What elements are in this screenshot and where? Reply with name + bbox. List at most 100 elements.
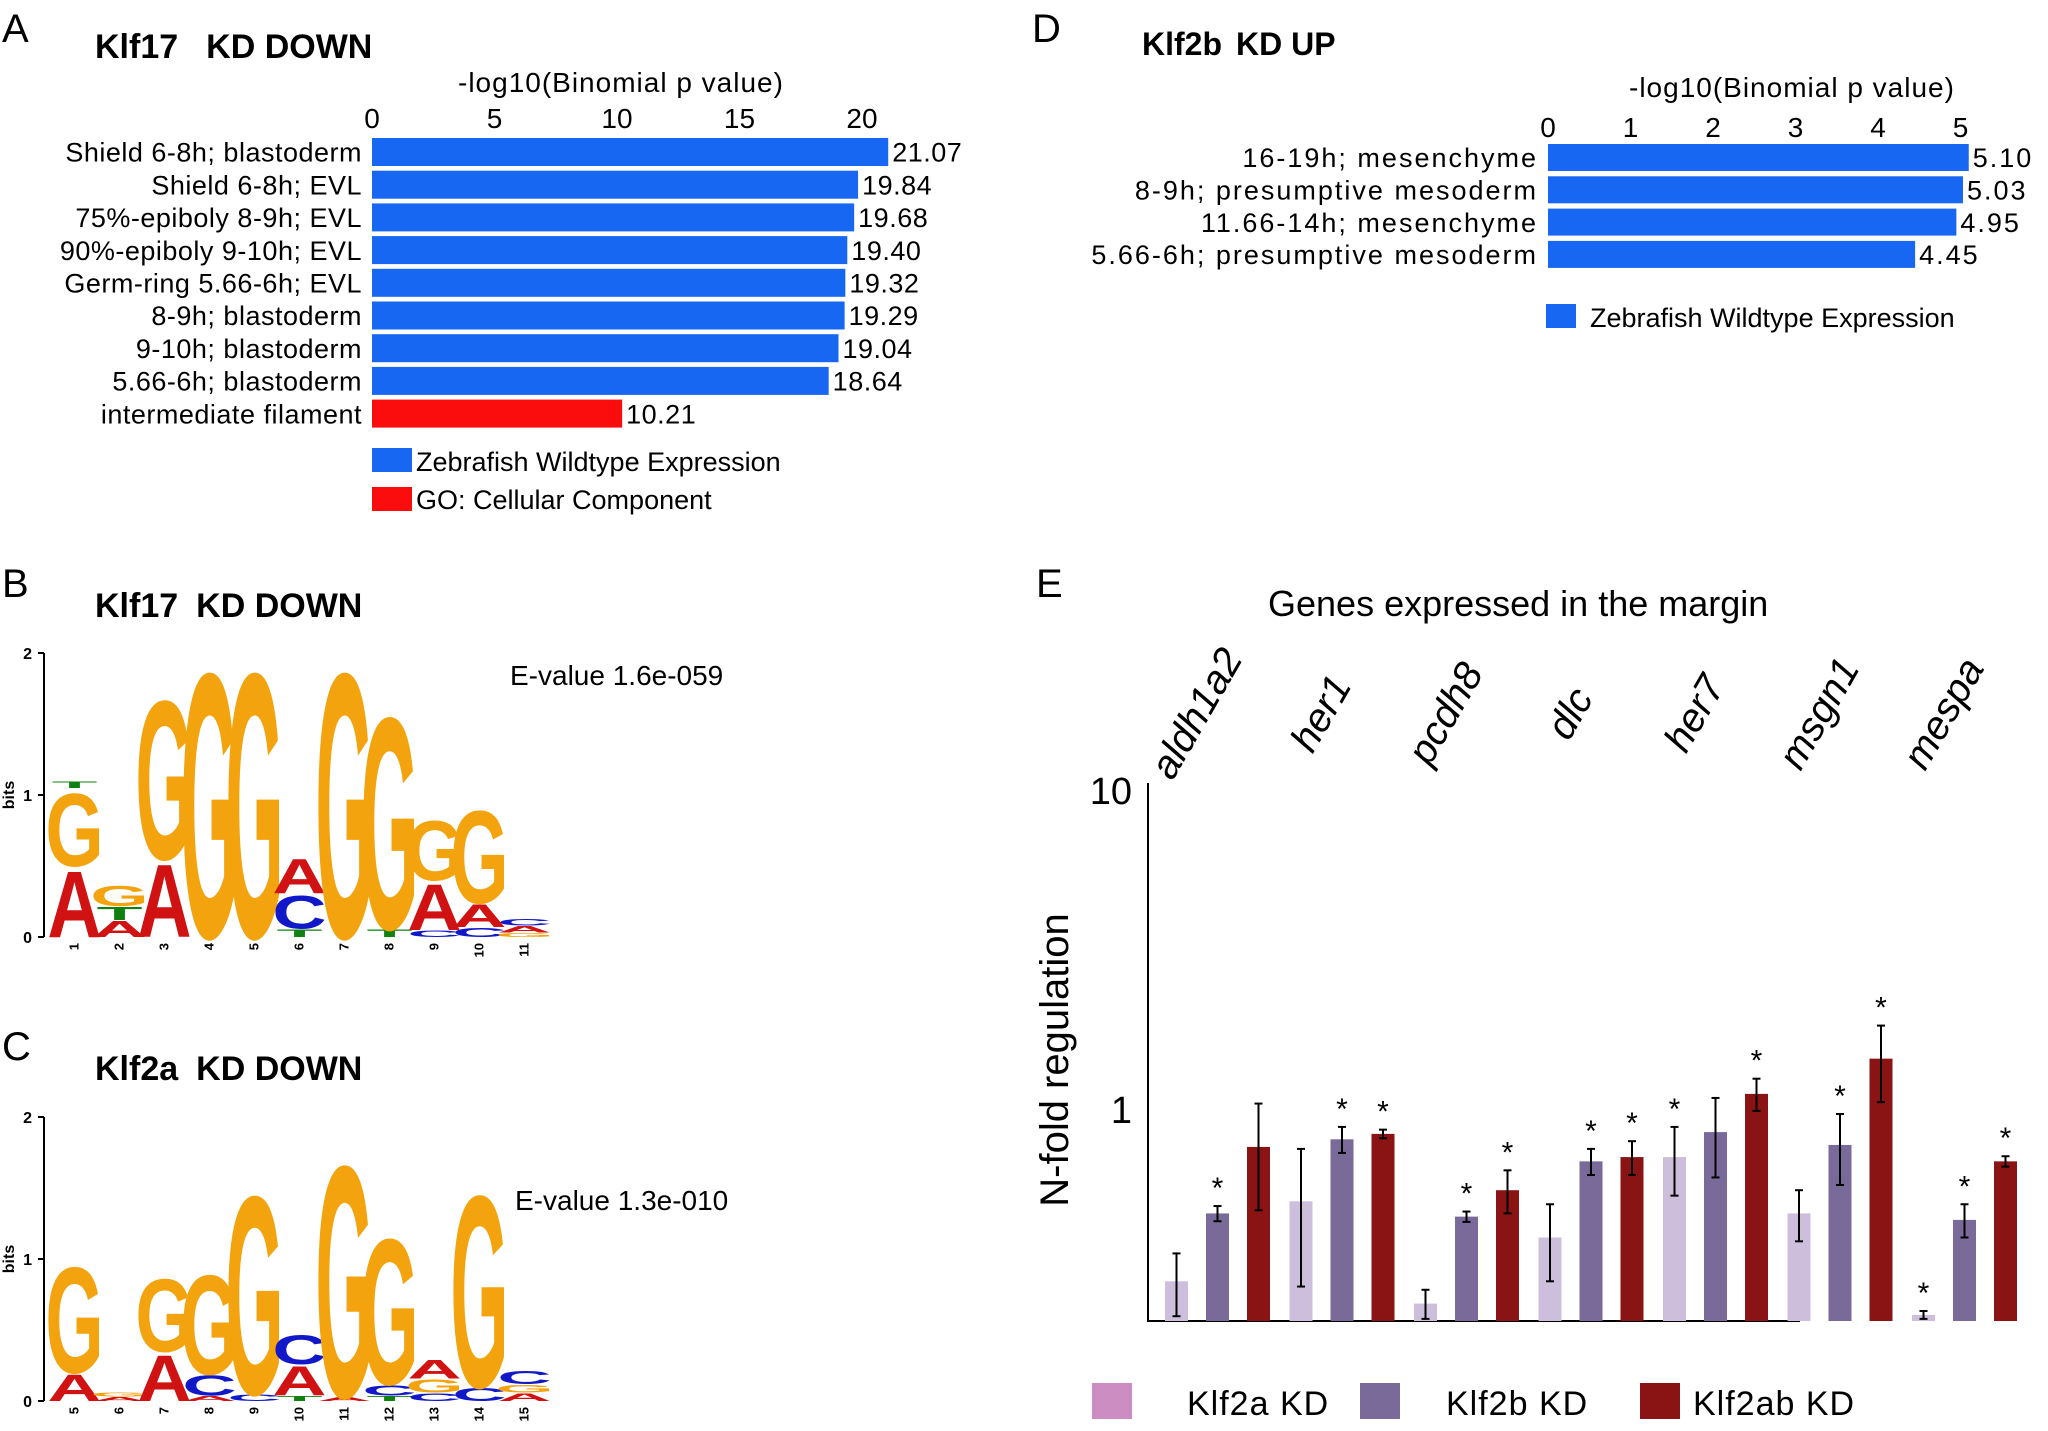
panel-c-title-gene: Klf2a xyxy=(95,1050,179,1088)
category-label: pcdh8 xyxy=(1399,655,1492,773)
logo-letter: A xyxy=(407,870,461,944)
logo-position-label: 4 xyxy=(202,942,217,950)
significance-star: * xyxy=(1585,1115,1597,1148)
panel-d-legend-swatch-wt xyxy=(1546,304,1576,328)
panel-a-legend-label-wt: Zebrafish Wildtype Expression xyxy=(416,447,781,477)
logo-position-label: 12 xyxy=(382,1407,397,1421)
value-label: 4.95 xyxy=(1960,208,2021,238)
logo-letter: T xyxy=(97,903,143,924)
logo-letter: C xyxy=(407,1391,461,1404)
logo-position-label: 5 xyxy=(247,943,262,950)
bar xyxy=(372,334,839,363)
bar xyxy=(1548,144,1969,171)
x-tick-label: 3 xyxy=(1788,112,1804,143)
logo-letter: C xyxy=(497,917,551,927)
logo-letter: T xyxy=(367,927,413,940)
panel-e-legend-label-klf2a: Klf2a KD xyxy=(1187,1385,1329,1423)
significance-star: * xyxy=(1669,1093,1681,1126)
logo-letter: C xyxy=(272,1326,326,1373)
panel-a-legend-label-go: GO: Cellular Component xyxy=(416,485,712,515)
logo-position-label: 10 xyxy=(292,1407,307,1421)
logo-letter: A xyxy=(317,1396,371,1402)
value-label: 21.07 xyxy=(892,138,962,168)
significance-star: * xyxy=(1918,1277,1930,1310)
value-label: 18.64 xyxy=(833,367,903,397)
y-tick-label: 10 xyxy=(1090,771,1132,813)
panel-e-legend-swatch-klf2ab xyxy=(1640,1383,1680,1419)
bar xyxy=(1828,1144,1852,1321)
panel-d-title-rest: KD UP xyxy=(1236,26,1336,62)
logo-letter: A xyxy=(47,853,101,958)
logo-letter: C xyxy=(227,1393,281,1403)
logo-y-axis-label: bits xyxy=(1,781,18,810)
value-label: 19.84 xyxy=(862,170,932,200)
panel-e-letter: E xyxy=(1036,562,1063,606)
category-label: Shield 6-8h; blastoderm xyxy=(65,138,362,168)
value-label: 5.10 xyxy=(1973,143,2034,173)
logo-position-label: 9 xyxy=(427,943,442,950)
logo-letter: A xyxy=(92,1396,146,1402)
logo-letter: G xyxy=(135,1258,193,1374)
significance-star: * xyxy=(1461,1178,1473,1211)
value-label: 19.32 xyxy=(849,269,919,299)
logo-position-label: 6 xyxy=(112,1407,127,1414)
logo-letter: A xyxy=(407,1354,461,1384)
category-label: her1 xyxy=(1282,668,1360,759)
bar xyxy=(372,170,859,199)
panel-b-title-rest: KD DOWN xyxy=(196,587,362,625)
x-tick-label: 0 xyxy=(364,103,380,134)
logo-position-label: 14 xyxy=(472,1406,487,1421)
bar xyxy=(372,268,846,297)
logo-letter: T xyxy=(52,780,98,790)
logo-position-label: 8 xyxy=(202,1407,217,1414)
significance-star: * xyxy=(1751,1045,1763,1078)
logo-letter: A xyxy=(497,1391,551,1404)
logo-y-tick-label: 2 xyxy=(23,646,32,663)
logo-position-label: 9 xyxy=(247,1407,262,1414)
x-tick-label: 15 xyxy=(724,103,755,134)
logo-y-tick-label: 1 xyxy=(23,1252,32,1269)
category-label: 90%-epiboly 9-10h; EVL xyxy=(60,236,362,266)
logo-letter: G xyxy=(180,594,238,1017)
category-label: 9-10h; blastoderm xyxy=(136,334,362,364)
logo-letter: G xyxy=(180,1246,238,1405)
logo-letter: G xyxy=(495,1382,553,1395)
bar xyxy=(1745,1093,1768,1321)
logo-letter: A xyxy=(92,916,146,941)
panel-e-legend-label-klf2b: Klf2b KD xyxy=(1446,1385,1588,1423)
value-label: 19.29 xyxy=(849,301,919,331)
logo-letter: A xyxy=(137,844,191,960)
panel-d-title-gene: Klf2b xyxy=(1142,26,1222,62)
significance-star: * xyxy=(2000,1122,2012,1155)
bar xyxy=(1787,1213,1811,1321)
logo-letter: G xyxy=(315,594,373,1017)
logo-y-axis-label: bits xyxy=(1,1245,18,1274)
y-tick-label: 1 xyxy=(1111,1090,1132,1132)
panel-a: A Klf17 KD DOWN -log10(Binomial p value) … xyxy=(2,7,962,515)
bar xyxy=(372,399,623,428)
panel-d-legend-label-wt: Zebrafish Wildtype Expression xyxy=(1590,303,1955,333)
logo-position-label: 13 xyxy=(427,1407,442,1421)
logo-position-label: 3 xyxy=(157,943,172,950)
logo-letter: G xyxy=(360,654,418,993)
logo-letter: A xyxy=(272,1358,326,1405)
logo-letter: G xyxy=(360,1196,418,1426)
category-label: Germ-ring 5.66-6h; EVL xyxy=(64,269,362,299)
panel-d-letter: D xyxy=(1032,7,1061,51)
bar xyxy=(1330,1139,1354,1321)
category-label: her7 xyxy=(1656,666,1735,759)
bar xyxy=(1548,240,1916,268)
category-label: 5.66-6h; blastoderm xyxy=(112,367,362,397)
panel-e-legend-swatch-klf2a xyxy=(1092,1383,1132,1419)
category-label: 5.66-6h; presumptive mesoderm xyxy=(1091,240,1538,270)
panel-c-title: Klf2a KD DOWN xyxy=(95,1050,362,1088)
logo-letter: G xyxy=(225,1138,283,1426)
logo-letter: G xyxy=(450,1139,508,1426)
panel-b-title-gene: Klf17 xyxy=(95,587,178,625)
logo-letter: G xyxy=(405,1375,463,1396)
panel-d-title: Klf2b KD UP xyxy=(1142,26,1336,62)
panel-e-chart: 1 10 * aldh1a2 * * her1 * * pcdh8 * * dlc * * her7 * * msg… xyxy=(1090,641,2017,1322)
